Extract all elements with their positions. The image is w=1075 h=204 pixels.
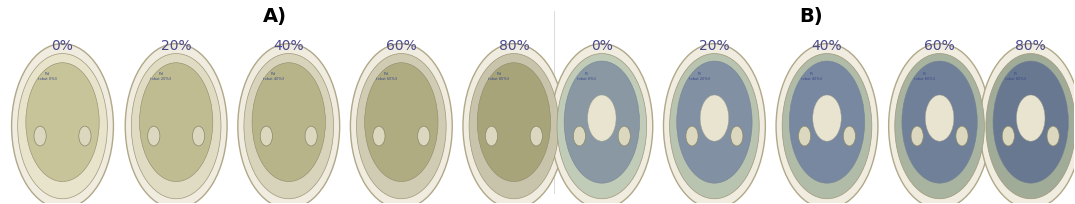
Ellipse shape bbox=[252, 63, 326, 182]
Ellipse shape bbox=[731, 126, 743, 146]
Ellipse shape bbox=[34, 126, 46, 146]
Ellipse shape bbox=[789, 61, 864, 183]
Ellipse shape bbox=[550, 44, 653, 204]
Text: P.d
tobut 0%3: P.d tobut 0%3 bbox=[38, 72, 57, 81]
Ellipse shape bbox=[463, 44, 564, 204]
Ellipse shape bbox=[1017, 95, 1045, 141]
Ellipse shape bbox=[813, 95, 842, 141]
Ellipse shape bbox=[357, 53, 446, 199]
Ellipse shape bbox=[902, 61, 977, 183]
Ellipse shape bbox=[926, 95, 954, 141]
Ellipse shape bbox=[588, 95, 616, 141]
Ellipse shape bbox=[557, 53, 647, 199]
Ellipse shape bbox=[799, 126, 811, 146]
Ellipse shape bbox=[469, 53, 559, 199]
Text: P.d
tobut 20%3: P.d tobut 20%3 bbox=[151, 72, 171, 81]
Ellipse shape bbox=[260, 126, 272, 146]
Ellipse shape bbox=[305, 126, 317, 146]
Ellipse shape bbox=[776, 44, 878, 204]
Ellipse shape bbox=[530, 126, 543, 146]
Ellipse shape bbox=[843, 126, 856, 146]
Ellipse shape bbox=[147, 126, 160, 146]
Text: P.d
tobut 80%3: P.d tobut 80%3 bbox=[488, 72, 510, 81]
Text: P.i
tobut 20%3: P.i tobut 20%3 bbox=[689, 72, 710, 81]
Ellipse shape bbox=[192, 126, 204, 146]
Text: 20%: 20% bbox=[699, 39, 730, 53]
Ellipse shape bbox=[894, 53, 985, 199]
Ellipse shape bbox=[979, 44, 1075, 204]
Ellipse shape bbox=[486, 126, 498, 146]
Ellipse shape bbox=[78, 126, 91, 146]
Ellipse shape bbox=[783, 53, 872, 199]
Ellipse shape bbox=[686, 126, 698, 146]
Text: 0%: 0% bbox=[591, 39, 613, 53]
Ellipse shape bbox=[911, 126, 923, 146]
Text: B): B) bbox=[799, 7, 822, 27]
Ellipse shape bbox=[1047, 126, 1059, 146]
Text: 80%: 80% bbox=[1016, 39, 1046, 53]
Text: 40%: 40% bbox=[273, 39, 304, 53]
Ellipse shape bbox=[140, 63, 213, 182]
Ellipse shape bbox=[986, 53, 1075, 199]
Ellipse shape bbox=[17, 53, 108, 199]
Ellipse shape bbox=[477, 63, 550, 182]
Ellipse shape bbox=[618, 126, 630, 146]
Ellipse shape bbox=[125, 44, 227, 204]
Text: P.d
tobut 40%3: P.d tobut 40%3 bbox=[263, 72, 284, 81]
Text: 60%: 60% bbox=[924, 39, 955, 53]
Ellipse shape bbox=[364, 63, 438, 182]
Text: 40%: 40% bbox=[812, 39, 843, 53]
Ellipse shape bbox=[700, 95, 729, 141]
Ellipse shape bbox=[350, 44, 453, 204]
Ellipse shape bbox=[26, 63, 99, 182]
Ellipse shape bbox=[373, 126, 385, 146]
Ellipse shape bbox=[956, 126, 969, 146]
Ellipse shape bbox=[238, 44, 340, 204]
Text: 20%: 20% bbox=[161, 39, 191, 53]
Text: A): A) bbox=[262, 7, 287, 27]
Ellipse shape bbox=[131, 53, 221, 199]
Ellipse shape bbox=[564, 61, 640, 183]
Text: 60%: 60% bbox=[386, 39, 417, 53]
Ellipse shape bbox=[663, 44, 765, 204]
Text: 80%: 80% bbox=[499, 39, 529, 53]
Text: P.i
tobut 0%3: P.i tobut 0%3 bbox=[577, 72, 596, 81]
Ellipse shape bbox=[670, 53, 759, 199]
Text: 0%: 0% bbox=[52, 39, 73, 53]
Ellipse shape bbox=[1002, 126, 1015, 146]
Ellipse shape bbox=[244, 53, 333, 199]
Text: P.d
tobut 60%3: P.d tobut 60%3 bbox=[375, 72, 397, 81]
Ellipse shape bbox=[12, 44, 114, 204]
Ellipse shape bbox=[417, 126, 430, 146]
Ellipse shape bbox=[573, 126, 586, 146]
Text: P.i
tobut 40%3: P.i tobut 40%3 bbox=[801, 72, 822, 81]
Text: P.i
tobut 60%3: P.i tobut 60%3 bbox=[914, 72, 935, 81]
Text: P.i
tobut 80%3: P.i tobut 80%3 bbox=[1005, 72, 1026, 81]
Ellipse shape bbox=[677, 61, 752, 183]
Ellipse shape bbox=[993, 61, 1069, 183]
Ellipse shape bbox=[889, 44, 990, 204]
